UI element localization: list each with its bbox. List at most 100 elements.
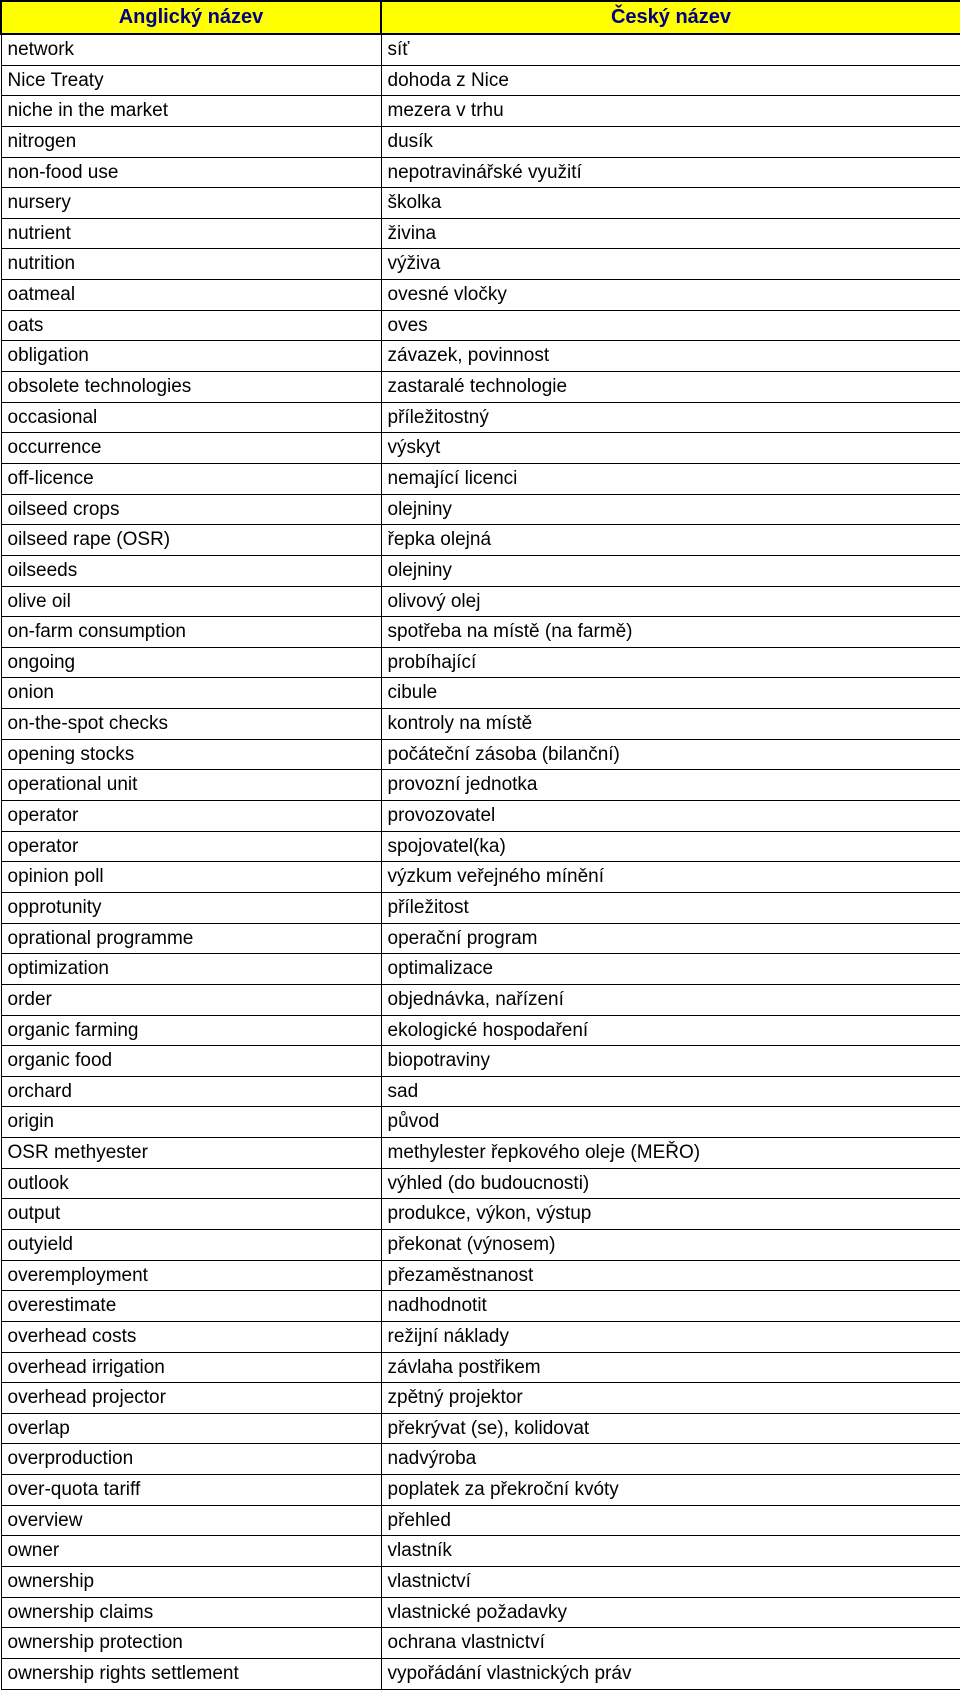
cell-czech: produkce, výkon, výstup [381, 1199, 960, 1230]
cell-english: overhead projector [1, 1383, 381, 1414]
table-row: nutritionvýživa [1, 249, 960, 280]
cell-czech: provozovatel [381, 801, 960, 832]
cell-english: obsolete technologies [1, 372, 381, 403]
table-row: overviewpřehled [1, 1505, 960, 1536]
table-row: orchardsad [1, 1076, 960, 1107]
cell-english: oilseed rape (OSR) [1, 525, 381, 556]
cell-english: optimization [1, 954, 381, 985]
table-row: operational unitprovozní jednotka [1, 770, 960, 801]
table-row: obligationzávazek, povinnost [1, 341, 960, 372]
glossary-table: Anglický název Český název networksíťNic… [0, 0, 960, 1690]
table-row: off-licencenemající licenci [1, 463, 960, 494]
table-row: oatsoves [1, 310, 960, 341]
cell-czech: poplatek za překroční kvóty [381, 1475, 960, 1506]
cell-czech: řepka olejná [381, 525, 960, 556]
cell-english: ongoing [1, 647, 381, 678]
cell-english: owner [1, 1536, 381, 1567]
cell-czech: překonat (výnosem) [381, 1229, 960, 1260]
table-row: ownervlastník [1, 1536, 960, 1567]
table-row: opinion pollvýzkum veřejného mínění [1, 862, 960, 893]
cell-english: over-quota tariff [1, 1475, 381, 1506]
header-row: Anglický název Český název [1, 1, 960, 34]
cell-english: outlook [1, 1168, 381, 1199]
cell-english: overproduction [1, 1444, 381, 1475]
table-row: oilseed cropsolejniny [1, 494, 960, 525]
cell-czech: mezera v trhu [381, 96, 960, 127]
cell-czech: dusík [381, 126, 960, 157]
cell-czech: původ [381, 1107, 960, 1138]
cell-english: network [1, 34, 381, 65]
cell-czech: operační program [381, 923, 960, 954]
table-row: oilseedsolejniny [1, 555, 960, 586]
cell-english: nursery [1, 188, 381, 219]
cell-english: ownership [1, 1567, 381, 1598]
cell-czech: výskyt [381, 433, 960, 464]
cell-english: opinion poll [1, 862, 381, 893]
cell-czech: počáteční zásoba (bilanční) [381, 739, 960, 770]
cell-czech: vlastník [381, 1536, 960, 1567]
cell-czech: přezaměstnanost [381, 1260, 960, 1291]
cell-czech: olejniny [381, 494, 960, 525]
cell-czech: síť [381, 34, 960, 65]
cell-english: oprational programme [1, 923, 381, 954]
cell-english: output [1, 1199, 381, 1230]
cell-czech: nadhodnotit [381, 1291, 960, 1322]
cell-czech: biopotraviny [381, 1046, 960, 1077]
cell-english: nitrogen [1, 126, 381, 157]
table-row: occurrencevýskyt [1, 433, 960, 464]
col-header-english: Anglický název [1, 1, 381, 34]
cell-czech: ochrana vlastnictví [381, 1628, 960, 1659]
cell-czech: režijní náklady [381, 1321, 960, 1352]
cell-czech: objednávka, nařízení [381, 984, 960, 1015]
cell-english: operational unit [1, 770, 381, 801]
table-row: opprotunitypříležitost [1, 892, 960, 923]
table-row: ownership protectionochrana vlastnictví [1, 1628, 960, 1659]
cell-english: overhead irrigation [1, 1352, 381, 1383]
cell-czech: methylester řepkového oleje (MEŘO) [381, 1138, 960, 1169]
cell-english: occasional [1, 402, 381, 433]
table-row: OSR methyestermethylester řepkového olej… [1, 1138, 960, 1169]
table-row: operatorspojovatel(ka) [1, 831, 960, 862]
cell-english: niche in the market [1, 96, 381, 127]
cell-czech: spojovatel(ka) [381, 831, 960, 862]
table-row: ongoingprobíhající [1, 647, 960, 678]
cell-czech: dohoda z Nice [381, 65, 960, 96]
cell-english: non-food use [1, 157, 381, 188]
cell-english: overlap [1, 1413, 381, 1444]
cell-czech: ovesné vločky [381, 280, 960, 311]
table-row: ownership claimsvlastnické požadavky [1, 1597, 960, 1628]
cell-czech: vypořádání vlastnických práv [381, 1658, 960, 1689]
table-row: operatorprovozovatel [1, 801, 960, 832]
cell-english: oilseed crops [1, 494, 381, 525]
table-row: overemploymentpřezaměstnanost [1, 1260, 960, 1291]
table-row: overlappřekrývat (se), kolidovat [1, 1413, 960, 1444]
cell-english: oilseeds [1, 555, 381, 586]
table-row: ownershipvlastnictví [1, 1567, 960, 1598]
cell-czech: vlastnictví [381, 1567, 960, 1598]
table-row: opening stockspočáteční zásoba (bilanční… [1, 739, 960, 770]
cell-czech: olejniny [381, 555, 960, 586]
table-row: on-farm consumptionspotřeba na místě (na… [1, 617, 960, 648]
cell-czech: cibule [381, 678, 960, 709]
table-row: overhead irrigationzávlaha postřikem [1, 1352, 960, 1383]
cell-english: obligation [1, 341, 381, 372]
table-row: outyieldpřekonat (výnosem) [1, 1229, 960, 1260]
cell-czech: výzkum veřejného mínění [381, 862, 960, 893]
cell-english: on-the-spot checks [1, 709, 381, 740]
table-row: olive oilolivový olej [1, 586, 960, 617]
table-row: over-quota tariffpoplatek za překroční k… [1, 1475, 960, 1506]
cell-english: Nice Treaty [1, 65, 381, 96]
cell-english: operator [1, 831, 381, 862]
cell-czech: výhled (do budoucnosti) [381, 1168, 960, 1199]
cell-czech: ekologické hospodaření [381, 1015, 960, 1046]
table-row: organic foodbiopotraviny [1, 1046, 960, 1077]
cell-czech: olivový olej [381, 586, 960, 617]
cell-english: organic food [1, 1046, 381, 1077]
cell-czech: optimalizace [381, 954, 960, 985]
cell-english: on-farm consumption [1, 617, 381, 648]
table-row: ownership rights settlementvypořádání vl… [1, 1658, 960, 1689]
cell-czech: probíhající [381, 647, 960, 678]
table-row: networksíť [1, 34, 960, 65]
cell-english: onion [1, 678, 381, 709]
cell-english: overemployment [1, 1260, 381, 1291]
